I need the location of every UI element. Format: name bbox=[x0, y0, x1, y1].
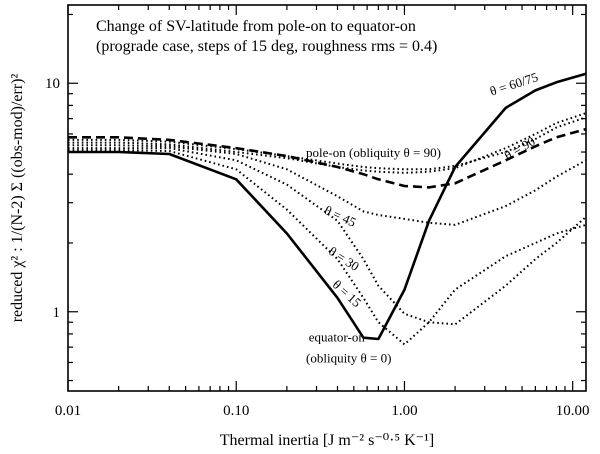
chart-title-line-2: (prograde case, steps of 15 deg, roughne… bbox=[96, 38, 437, 55]
y-tick-label: 10 bbox=[45, 76, 60, 92]
annotation-label: pole-on (obliquity θ = 90) bbox=[306, 145, 441, 160]
y-axis-label: reduced χ² : 1/(N-2) Σ ((obs-mod)/err)² bbox=[9, 74, 26, 323]
x-tick-label: 0.10 bbox=[223, 403, 249, 419]
annotation-label: equator-on bbox=[309, 330, 366, 345]
y-tick-label: 1 bbox=[53, 305, 61, 321]
series-line-pole-on bbox=[68, 127, 587, 189]
annotation-label: θ = 45 bbox=[322, 202, 358, 230]
x-tick-label: 10.00 bbox=[556, 403, 590, 419]
chart-title-line-1: Change of SV-latitude from pole-on to eq… bbox=[96, 18, 416, 35]
x-axis-label: Thermal inertia [J m⁻² s⁻⁰·⁵ K⁻¹] bbox=[220, 432, 434, 449]
annotation-label: θ = 90 bbox=[502, 133, 538, 163]
x-tick-label: 0.01 bbox=[55, 403, 81, 419]
series-layer bbox=[68, 72, 587, 346]
labels-layer: 0.01 0.10 1.00 10.00 1 10 pole-on (obliquity θ… bbox=[45, 69, 590, 419]
annotation-label: (obliquity θ = 0) bbox=[306, 350, 391, 365]
series-line-theta-30 bbox=[68, 147, 587, 326]
series-line-equator-on bbox=[68, 72, 587, 341]
series-line-theta-15 bbox=[68, 149, 587, 346]
series-line-theta-60 bbox=[68, 112, 587, 174]
annotation-label: θ = 60/75 bbox=[488, 69, 540, 99]
axis-ticks bbox=[67, 5, 586, 391]
x-tick-label: 1.00 bbox=[391, 403, 417, 419]
plot-area-frame bbox=[67, 4, 587, 392]
